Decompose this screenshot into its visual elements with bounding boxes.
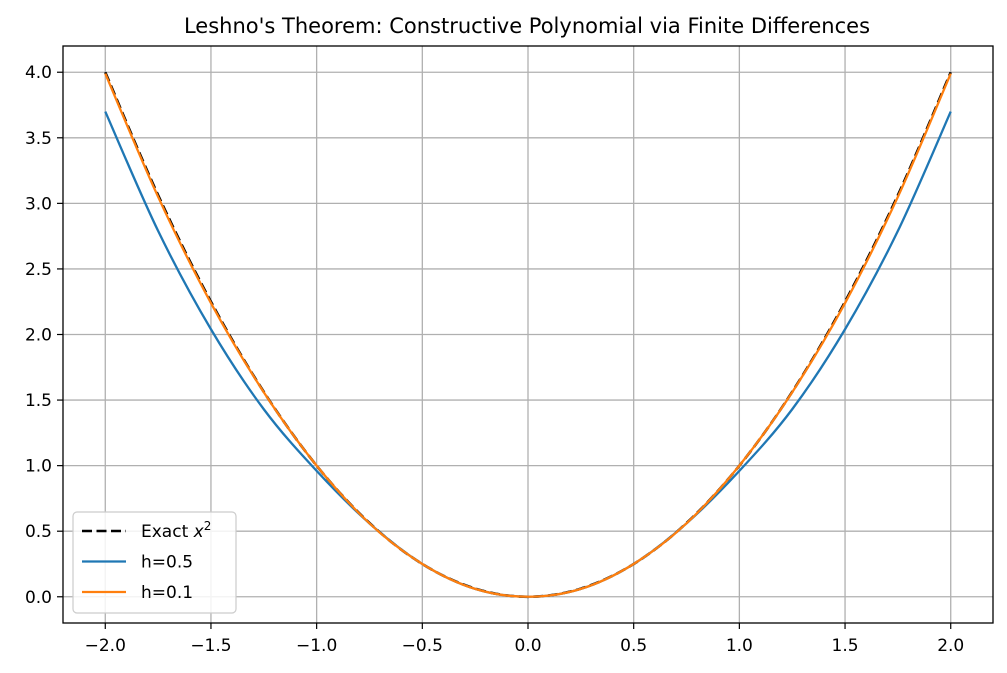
- x-tick-label: −0.5: [402, 636, 443, 656]
- legend-label-h-0-1: h=0.1: [141, 583, 193, 603]
- y-tick-label: 2.5: [25, 260, 52, 280]
- legend-box: [72, 511, 237, 614]
- axis-ticks: −2.0 −1.5 −1.0 −0.5 0.0 0.5 1.0 1.5 2.0 0.0 0.5 1.0…: [25, 63, 964, 656]
- legend-label-h-0-5: h=0.5: [141, 553, 193, 573]
- x-tick-label: −1.5: [190, 636, 231, 656]
- y-tick-label: 1.0: [25, 457, 52, 477]
- legend: Exact x2 h=0.5 h=0.1: [72, 511, 237, 614]
- y-tick-label: 3.5: [25, 129, 52, 149]
- x-tick-label: 0.5: [620, 636, 647, 656]
- x-tick-label: −1.0: [296, 636, 337, 656]
- y-tick-label: 2.0: [25, 326, 52, 346]
- x-tick-label: 1.0: [726, 636, 753, 656]
- x-tick-label: 2.0: [937, 636, 964, 656]
- y-tick-label: 3.0: [25, 194, 52, 214]
- legend-label-exact-x: Exact x2: [141, 519, 211, 542]
- y-tick-label: 0.0: [25, 588, 52, 608]
- x-tick-label: 1.5: [832, 636, 859, 656]
- series-lines: [104, 71, 952, 599]
- x-tick-label: −2.0: [85, 636, 126, 656]
- y-tick-label: 0.5: [25, 522, 52, 542]
- y-tick-label: 1.5: [25, 391, 52, 411]
- series-line-h-0-1: [104, 73, 952, 598]
- chart-title: Leshno's Theorem: Constructive Polynomia…: [184, 14, 870, 38]
- x-tick-label: 0.0: [514, 636, 541, 656]
- y-tick-label: 4.0: [25, 63, 52, 83]
